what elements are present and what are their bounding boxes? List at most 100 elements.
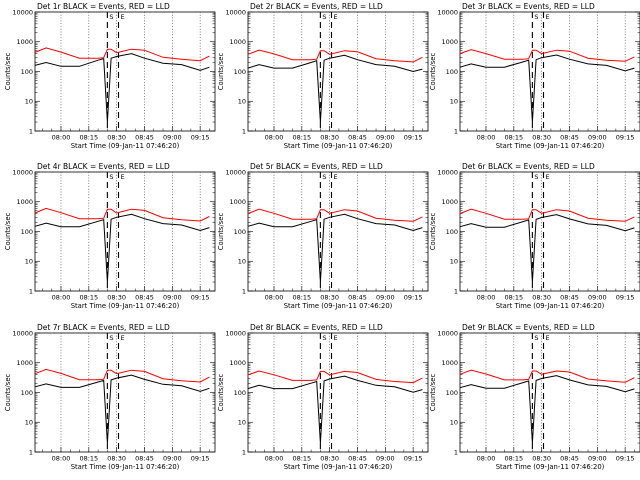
y-tick-label: 1 xyxy=(454,448,458,456)
panel-title: Det 3r BLACK = Events, RED = LLD xyxy=(462,2,595,11)
y-tick-label: 10 xyxy=(238,419,246,427)
x-tick-label: 08:00 xyxy=(265,455,284,463)
y-tick-label: 100 xyxy=(446,68,458,76)
y-tick-label: 100 xyxy=(21,389,33,397)
events-series-line xyxy=(459,214,635,283)
x-axis-label: Start Time (09-Jan-11 07:46:20) xyxy=(284,302,393,310)
x-axis-label: Start Time (09-Jan-11 07:46:20) xyxy=(496,142,605,150)
x-tick-label: 08:30 xyxy=(320,455,339,463)
x-tick-label: 09:00 xyxy=(588,134,607,142)
x-tick-label: 08:45 xyxy=(135,455,154,463)
x-tick-label: 08:30 xyxy=(532,294,551,302)
x-tick-label: 09:00 xyxy=(163,134,182,142)
detector-panel-9: Det 9r BLACK = Events, RED = LLD 1 10 100 10… xyxy=(429,323,640,471)
y-tick-label: 1 xyxy=(242,448,246,456)
lld-series-line xyxy=(34,47,210,62)
y-tick-label: 10 xyxy=(25,258,33,266)
x-tick-label: 08:00 xyxy=(52,294,71,302)
y-axis-label: Counts/sec xyxy=(217,213,225,251)
panel-title: Det 6r BLACK = Events, RED = LLD xyxy=(462,162,595,171)
end-marker-label: E xyxy=(334,334,338,342)
start-marker-label: S xyxy=(322,334,326,342)
y-axis-label: Counts/sec xyxy=(4,374,12,412)
events-series-line xyxy=(247,213,423,283)
detector-panel-8: Det 8r BLACK = Events, RED = LLD 1 10 100 10… xyxy=(217,323,429,471)
y-axis-label: Counts/sec xyxy=(4,213,12,251)
x-tick-label: 08:15 xyxy=(79,455,98,463)
y-tick-label: 100 xyxy=(234,228,246,236)
y-tick-label: 1000 xyxy=(16,38,33,46)
x-tick-label: 09:15 xyxy=(616,134,635,142)
x-tick-label: 08:15 xyxy=(504,134,523,142)
y-tick-label: 10 xyxy=(25,98,33,106)
y-tick-label: 1000 xyxy=(441,198,458,206)
start-marker-label: S xyxy=(109,334,113,342)
x-tick-label: 09:15 xyxy=(616,455,635,463)
end-marker-label: E xyxy=(546,334,550,342)
x-tick-label: 08:45 xyxy=(560,455,579,463)
end-marker-label: E xyxy=(334,13,338,21)
end-marker-label: E xyxy=(546,13,550,21)
lld-series-line xyxy=(459,369,635,383)
x-axis-label: Start Time (09-Jan-11 07:46:20) xyxy=(496,463,605,471)
x-tick-label: 08:00 xyxy=(477,294,496,302)
y-tick-label: 10 xyxy=(238,258,246,266)
start-marker-label: S xyxy=(534,334,538,342)
x-tick-label: 08:15 xyxy=(292,455,311,463)
x-tick-label: 08:45 xyxy=(348,294,367,302)
y-axis-label: Counts/sec xyxy=(429,53,437,91)
plot-frame xyxy=(34,171,216,292)
panel-title: Det 8r BLACK = Events, RED = LLD xyxy=(250,323,383,332)
x-tick-label: 08:45 xyxy=(560,294,579,302)
x-axis-label: Start Time (09-Jan-11 07:46:20) xyxy=(496,302,605,310)
x-tick-label: 09:00 xyxy=(376,294,395,302)
y-axis-label: Counts/sec xyxy=(429,374,437,412)
y-tick-label: 1 xyxy=(29,287,33,295)
y-tick-label: 1 xyxy=(242,287,246,295)
x-tick-label: 08:45 xyxy=(560,134,579,142)
y-tick-label: 10000 xyxy=(225,329,246,337)
y-tick-label: 1000 xyxy=(441,38,458,46)
x-tick-label: 08:00 xyxy=(265,134,284,142)
events-series-line xyxy=(459,375,635,444)
lld-series-line xyxy=(247,49,423,63)
detector-panel-2: Det 2r BLACK = Events, RED = LLD 1 10 100 10… xyxy=(217,2,429,150)
detector-panel-4: Det 4r BLACK = Events, RED = LLD 1 10 100 10… xyxy=(4,162,216,310)
x-axis-label: Start Time (09-Jan-11 07:46:20) xyxy=(284,463,393,471)
panel-title: Det 5r BLACK = Events, RED = LLD xyxy=(250,162,383,171)
y-tick-label: 1 xyxy=(242,127,246,135)
events-series-line xyxy=(34,374,210,444)
x-tick-label: 09:15 xyxy=(404,455,423,463)
events-series-line xyxy=(34,53,210,123)
x-axis-label: Start Time (09-Jan-11 07:46:20) xyxy=(71,142,180,150)
start-marker-label: S xyxy=(534,13,538,21)
x-tick-label: 08:45 xyxy=(135,134,154,142)
detector-panel-5: Det 5r BLACK = Events, RED = LLD 1 10 100 10… xyxy=(217,162,429,310)
y-axis-label: Counts/sec xyxy=(429,213,437,251)
x-tick-label: 08:15 xyxy=(79,294,98,302)
x-tick-label: 08:15 xyxy=(504,455,523,463)
y-tick-label: 10000 xyxy=(12,8,33,16)
start-marker-label: S xyxy=(322,173,326,181)
plot-frame xyxy=(247,171,429,292)
end-marker-label: E xyxy=(546,173,550,181)
y-tick-label: 10000 xyxy=(437,8,458,16)
panel-title: Det 7r BLACK = Events, RED = LLD xyxy=(37,323,170,332)
plot-frame xyxy=(459,332,640,453)
lld-series-line xyxy=(34,207,210,222)
plot-frame xyxy=(459,171,640,292)
events-series-line xyxy=(247,375,423,444)
plot-frame xyxy=(34,11,216,132)
start-marker-label: S xyxy=(322,13,326,21)
x-tick-label: 08:45 xyxy=(348,455,367,463)
x-tick-label: 08:30 xyxy=(532,455,551,463)
x-tick-label: 08:15 xyxy=(504,294,523,302)
x-tick-label: 09:15 xyxy=(404,294,423,302)
start-marker-label: S xyxy=(534,173,538,181)
x-tick-label: 09:15 xyxy=(191,294,210,302)
y-tick-label: 10 xyxy=(450,258,458,266)
x-axis-label: Start Time (09-Jan-11 07:46:20) xyxy=(71,302,180,310)
x-tick-label: 08:45 xyxy=(348,134,367,142)
x-tick-label: 09:15 xyxy=(191,134,210,142)
x-axis-label: Start Time (09-Jan-11 07:46:20) xyxy=(284,142,393,150)
